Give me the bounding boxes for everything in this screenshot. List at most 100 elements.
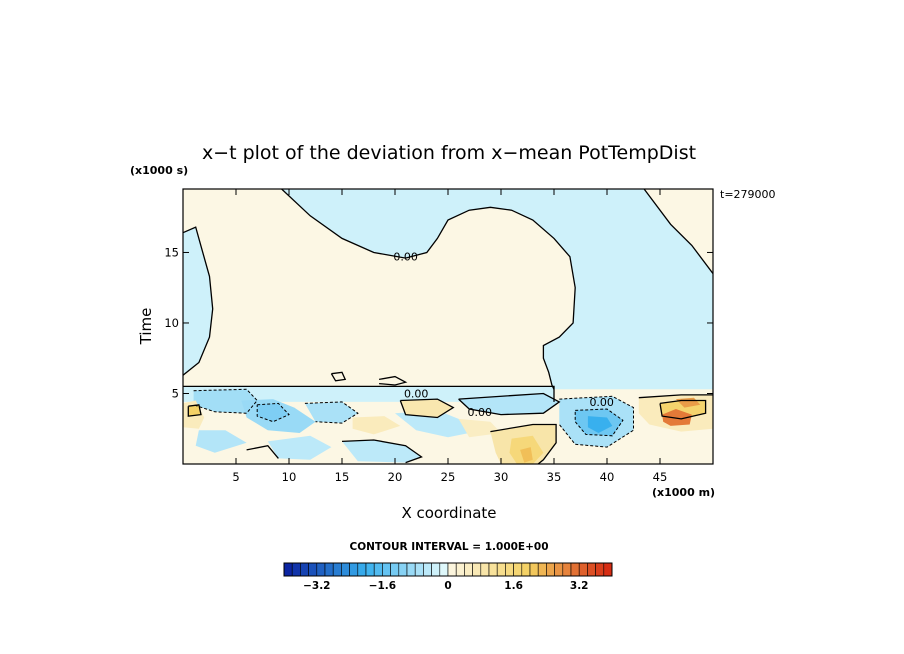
colorbar-bin-25 [488, 562, 498, 577]
field-region-16 [400, 399, 454, 418]
colorbar-bin-37 [587, 562, 596, 577]
x-tick-label-2: 15 [335, 470, 350, 484]
colorbar-tick-label-3: 1.6 [504, 580, 523, 592]
colorbar-bin-19 [439, 562, 449, 577]
colorbar-bin-24 [480, 562, 490, 577]
y-axis-title: Time [137, 308, 155, 346]
field-region-10 [458, 393, 560, 415]
colorbar-bin-7 [341, 562, 350, 577]
colorbar-tick-label-1: −1.6 [369, 580, 396, 592]
colorbar-bin-8 [349, 562, 359, 577]
field-region-2 [193, 389, 258, 414]
colorbar-bin-6 [332, 562, 342, 577]
colorbar: −3.2 −1.6 0 1.6 3.2 [283, 562, 613, 592]
field-region-7 [267, 435, 332, 460]
field-region-13 [587, 416, 613, 433]
colorbar-bin-26 [496, 562, 506, 577]
colorbar-bin-14 [398, 562, 408, 577]
contour-interval-label: CONTOUR INTERVAL = 1.000E+00 [349, 541, 548, 553]
x-tick-label-4: 25 [441, 470, 456, 484]
colorbar-bin-38 [595, 562, 605, 577]
y-axis-ticks: 5 10 15 [164, 245, 713, 400]
field-region-18 [352, 416, 401, 435]
field-region-4 [257, 403, 289, 422]
contour-line-10 [341, 439, 423, 464]
x-tick-label-7: 40 [600, 470, 615, 484]
contour-line-5 [490, 423, 557, 464]
colorbar-bin-9 [357, 562, 367, 577]
field-region-15 [188, 404, 201, 417]
colorbar-bin-1 [291, 562, 301, 577]
colorbar-bin-5 [324, 562, 334, 577]
x-tick-label-0: 5 [232, 470, 239, 484]
colorbar-tick-label-2: 0 [444, 580, 451, 592]
plot-area: 0.00 0.00 0.00 0.00 [183, 189, 713, 464]
colorbar-bin-39 [603, 562, 613, 577]
colorbar-tick-label-0: −3.2 [303, 580, 330, 592]
colorbar-bin-30 [529, 562, 539, 577]
contour-line-13 [378, 375, 408, 386]
field-region-8 [342, 440, 422, 463]
colorbar-bin-0 [283, 562, 293, 577]
colorbar-bin-35 [570, 562, 580, 577]
field-region-17 [458, 418, 501, 438]
x-tick-label-3: 20 [388, 470, 403, 484]
contour-line-12 [330, 371, 347, 382]
colorbar-bin-11 [373, 562, 383, 577]
chart-title: x−t plot of the deviation from x−mean Po… [202, 142, 696, 164]
contour-line-6 [458, 392, 561, 416]
field-region-1 [183, 386, 554, 402]
x-tick-label-6: 35 [547, 470, 562, 484]
x-tick-label-8: 45 [653, 470, 668, 484]
x-axis-ticks: 5 10 15 20 25 30 35 40 45 [232, 189, 667, 484]
colorbar-bin-3 [308, 562, 318, 577]
negative-contour-line-4 [304, 401, 359, 424]
negative-contour-line-3 [193, 388, 258, 414]
contour-label-2: 0.00 [589, 396, 614, 409]
x-tick-label-1: 10 [282, 470, 297, 484]
colorbar-frame [283, 562, 613, 577]
colorbar-bin-29 [521, 562, 531, 577]
contour-line-2 [183, 226, 214, 376]
contour-line-4 [399, 398, 455, 419]
colorbar-bin-23 [472, 562, 482, 577]
colorbar-bin-18 [431, 562, 441, 577]
x-tick-label-5: 30 [494, 470, 509, 484]
contour-line-3 [183, 385, 555, 402]
colorbar-bin-36 [578, 562, 588, 577]
field-region-24 [662, 409, 692, 426]
y-axis-unit: (x1000 s) [130, 164, 188, 177]
y-tick-label-2: 15 [164, 245, 179, 259]
colorbar-bin-32 [546, 562, 555, 577]
time-stamp: t=279000 [720, 188, 776, 201]
field-region-21 [520, 447, 533, 463]
contour-label-1: 0.00 [404, 387, 429, 400]
colorbar-bin-15 [406, 562, 416, 577]
field-region-5 [304, 401, 358, 424]
x-axis-unit: (x1000 m) [652, 486, 715, 499]
y-tick-label-1: 10 [164, 316, 179, 330]
colorbar-bin-20 [447, 562, 457, 577]
contour-line-11 [246, 444, 279, 459]
colorbar-bin-28 [513, 562, 523, 577]
field-region-6 [195, 430, 247, 453]
colorbar-bin-12 [382, 562, 391, 577]
colorbar-bin-31 [537, 562, 547, 577]
negative-contour-line-1 [574, 408, 624, 437]
colorbar-tick-label-4: 3.2 [570, 580, 589, 592]
colorbar-bin-4 [316, 562, 326, 577]
contour-label-0: 0.00 [393, 251, 418, 264]
y-tick-label-0: 5 [172, 386, 179, 400]
field-region-0 [183, 189, 713, 390]
colorbar-bin-2 [300, 562, 309, 577]
colorbar-bin-17 [423, 562, 432, 577]
contour-line-7 [638, 394, 713, 399]
contour-label-3: 0.00 [468, 406, 493, 419]
colorbar-bin-16 [414, 562, 424, 577]
x-axis-title: X coordinate [401, 504, 496, 522]
colorbar-bin-33 [554, 562, 564, 577]
contour-line-0 [281, 189, 576, 390]
contour-line-8 [659, 399, 707, 420]
contour-line-1 [643, 189, 713, 274]
colorbar-bin-34 [562, 562, 572, 577]
